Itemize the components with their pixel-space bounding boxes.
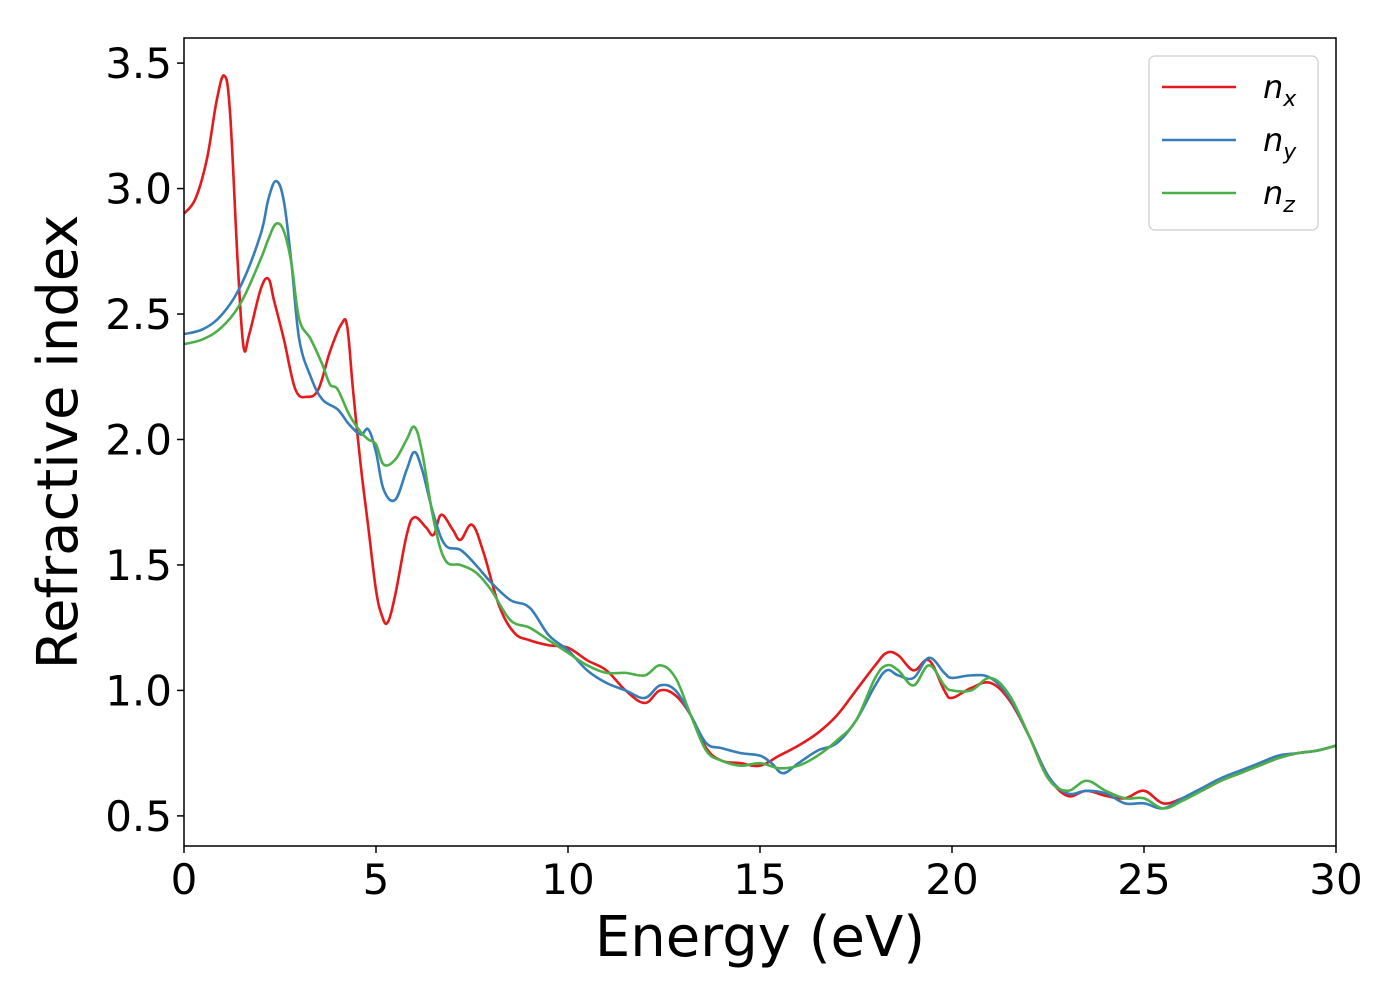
legend-label-z: nz <box>1263 174 1295 218</box>
y-axis: 0.5 1.0 1.5 2.0 2.5 3.0 3.5 <box>105 39 184 841</box>
legend-items: nx ny nz <box>1162 68 1297 218</box>
series-line-y <box>184 179 1336 810</box>
y-tick-label: 1.5 <box>105 541 172 590</box>
y-axis-label: Refractive index <box>26 215 91 670</box>
legend-label-y: ny <box>1263 121 1297 165</box>
y-tick-label: 1.0 <box>105 666 172 715</box>
series-line-x <box>184 74 1336 805</box>
x-tick-label: 10 <box>541 855 594 904</box>
y-tick-label: 0.5 <box>105 792 172 841</box>
x-axis: 0 5 10 15 20 25 30 <box>171 846 1363 904</box>
y-tick-label: 2.0 <box>105 415 172 464</box>
y-tick-label: 3.5 <box>105 39 172 88</box>
x-tick-label: 0 <box>171 855 198 904</box>
x-axis-label: Energy (eV) <box>595 905 925 970</box>
series-line-z <box>184 221 1336 810</box>
y-tick-label: 2.5 <box>105 290 172 339</box>
x-tick-label: 20 <box>925 855 978 904</box>
y-tick-label: 3.0 <box>105 165 172 214</box>
legend-box <box>1148 55 1319 231</box>
series-layer <box>184 74 1336 810</box>
x-tick-label: 15 <box>733 855 786 904</box>
x-tick-label: 5 <box>363 855 390 904</box>
legend-label-x: nx <box>1263 68 1297 112</box>
x-tick-label: 25 <box>1117 855 1170 904</box>
legend: nx ny nz <box>1148 55 1319 231</box>
x-tick-label: 30 <box>1309 855 1362 904</box>
